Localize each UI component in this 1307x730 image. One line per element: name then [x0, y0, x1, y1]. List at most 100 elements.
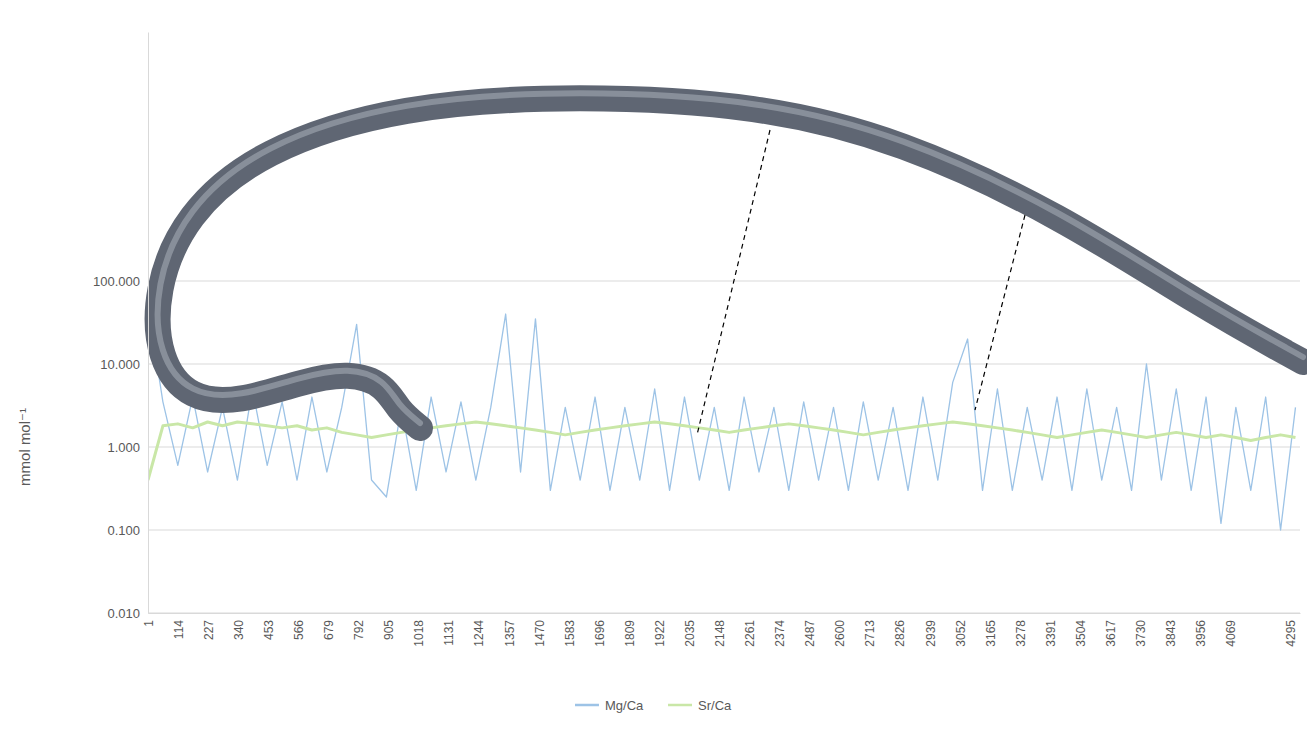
- x-tick: 227: [202, 613, 216, 640]
- x-tick-label: 3504: [1074, 620, 1088, 647]
- grid-line: [148, 613, 1300, 614]
- x-tick-label: 2826: [893, 620, 907, 647]
- x-tick-label: 453: [262, 620, 276, 640]
- x-tick: 679: [322, 613, 336, 640]
- x-tick-label: 2035: [683, 620, 697, 647]
- x-tick-label: 1: [142, 620, 156, 627]
- x-axis: 1 114 227 340 453 566 679 792 905 1018 1131 1244 135…: [142, 613, 1301, 647]
- y-axis: 0.010 0.100 1.000 10.000 100.000: [93, 33, 149, 621]
- x-tick: 2487: [803, 613, 817, 647]
- x-tick-label: 1357: [503, 620, 517, 647]
- y-tick: 0.100: [107, 523, 148, 538]
- legend-item: Mg/Ca: [575, 698, 644, 713]
- x-tick: 3617: [1104, 613, 1118, 647]
- connector-line: [975, 215, 1025, 410]
- legend-label: Mg/Ca: [605, 698, 644, 713]
- grid-line: [148, 364, 1300, 365]
- x-tick-label: 1922: [653, 620, 667, 647]
- x-tick: 340: [232, 613, 246, 640]
- x-tick: 2713: [863, 613, 877, 647]
- x-tick: 1131: [442, 613, 456, 646]
- y-tick: 10.000: [100, 357, 148, 372]
- x-tick: 3843: [1164, 613, 1178, 647]
- x-tick-label: 566: [292, 620, 306, 640]
- x-tick-label: 4069: [1224, 620, 1238, 647]
- x-tick: 3278: [1014, 613, 1028, 647]
- x-tick-label: 340: [232, 620, 246, 640]
- x-tick: 566: [292, 613, 306, 640]
- grid-line: [148, 281, 1300, 282]
- legend-label: Sr/Ca: [698, 698, 732, 713]
- x-tick: 2374: [773, 613, 787, 647]
- y-tick: 1.000: [107, 440, 148, 455]
- legend-swatch: [575, 704, 599, 707]
- series-line: [148, 422, 1295, 480]
- grid-line: [148, 447, 1300, 448]
- x-tick-label: 3730: [1134, 620, 1148, 647]
- x-tick-label: 2600: [833, 620, 847, 647]
- x-tick-label: 2487: [803, 620, 817, 647]
- x-tick-label: 1131: [442, 620, 456, 646]
- x-tick: 1583: [563, 613, 577, 647]
- y-tick: 100.000: [93, 274, 148, 289]
- x-tick-label: 227: [202, 620, 216, 640]
- connector-line: [697, 130, 770, 435]
- x-axis-line: [149, 613, 1301, 614]
- series-line: [148, 306, 1295, 530]
- x-tick: 905: [382, 613, 396, 640]
- y-axis-title: mmol mol⁻¹: [16, 408, 33, 486]
- x-tick: 453: [262, 613, 276, 640]
- x-tick: 792: [352, 613, 366, 640]
- x-tick-label: 1696: [593, 620, 607, 647]
- x-tick-label: 679: [322, 620, 336, 640]
- x-tick: 2035: [683, 613, 697, 647]
- x-tick-label: 3956: [1194, 620, 1208, 647]
- x-tick: 2600: [833, 613, 847, 647]
- x-tick-label: 114: [172, 620, 186, 639]
- specimen-image: [158, 93, 1303, 435]
- grid: [148, 281, 1300, 613]
- x-tick: 3052: [954, 613, 968, 647]
- legend-item: Sr/Ca: [668, 698, 732, 713]
- x-tick: 1244: [472, 613, 486, 647]
- x-tick: 1018: [412, 613, 426, 647]
- x-tick: 1809: [623, 613, 637, 647]
- y-axis-line: [148, 33, 149, 614]
- chart: 0.010 0.100 1.000 10.000 100.000 1 114 227 340 45…: [0, 0, 1307, 730]
- specimen-body: [158, 98, 1303, 428]
- grid-line: [148, 530, 1300, 531]
- x-tick: 114: [172, 613, 186, 639]
- x-tick: 1357: [503, 613, 517, 647]
- x-tick-label: 1018: [412, 620, 426, 647]
- specimen-highlight: [158, 93, 1303, 423]
- y-tick-label: 100.000: [93, 274, 140, 289]
- x-tick-label: 3052: [954, 620, 968, 647]
- x-tick-label: 3617: [1104, 620, 1118, 647]
- x-tick: 1470: [533, 613, 547, 647]
- y-tick-label: 0.010: [107, 606, 140, 621]
- x-tick: 4295: [1284, 613, 1298, 647]
- legend: Mg/Ca Sr/Ca: [575, 698, 732, 713]
- y-tick: 0.010: [107, 606, 148, 621]
- x-tick: 1922: [653, 613, 667, 647]
- legend-swatch: [668, 704, 692, 707]
- x-tick-label: 1583: [563, 620, 577, 647]
- x-tick-label: 2374: [773, 620, 787, 647]
- x-tick-label: 1809: [623, 620, 637, 647]
- x-tick-label: 1244: [472, 620, 486, 647]
- x-tick-label: 2713: [863, 620, 877, 647]
- plot-area: [148, 306, 1295, 530]
- x-tick-label: 4295: [1284, 620, 1298, 647]
- y-tick-label: 0.100: [107, 523, 140, 538]
- y-tick-label: 1.000: [107, 440, 140, 455]
- x-tick: 2148: [713, 613, 727, 647]
- x-tick: 3956: [1194, 613, 1208, 647]
- x-tick: 2826: [893, 613, 907, 647]
- x-tick-label: 905: [382, 620, 396, 640]
- y-tick-label: 10.000: [100, 357, 140, 372]
- x-tick-label: 2148: [713, 620, 727, 647]
- x-tick-label: 3278: [1014, 620, 1028, 647]
- x-tick: 2261: [743, 613, 757, 647]
- x-tick-label: 3165: [984, 620, 998, 647]
- x-tick: 3165: [984, 613, 998, 647]
